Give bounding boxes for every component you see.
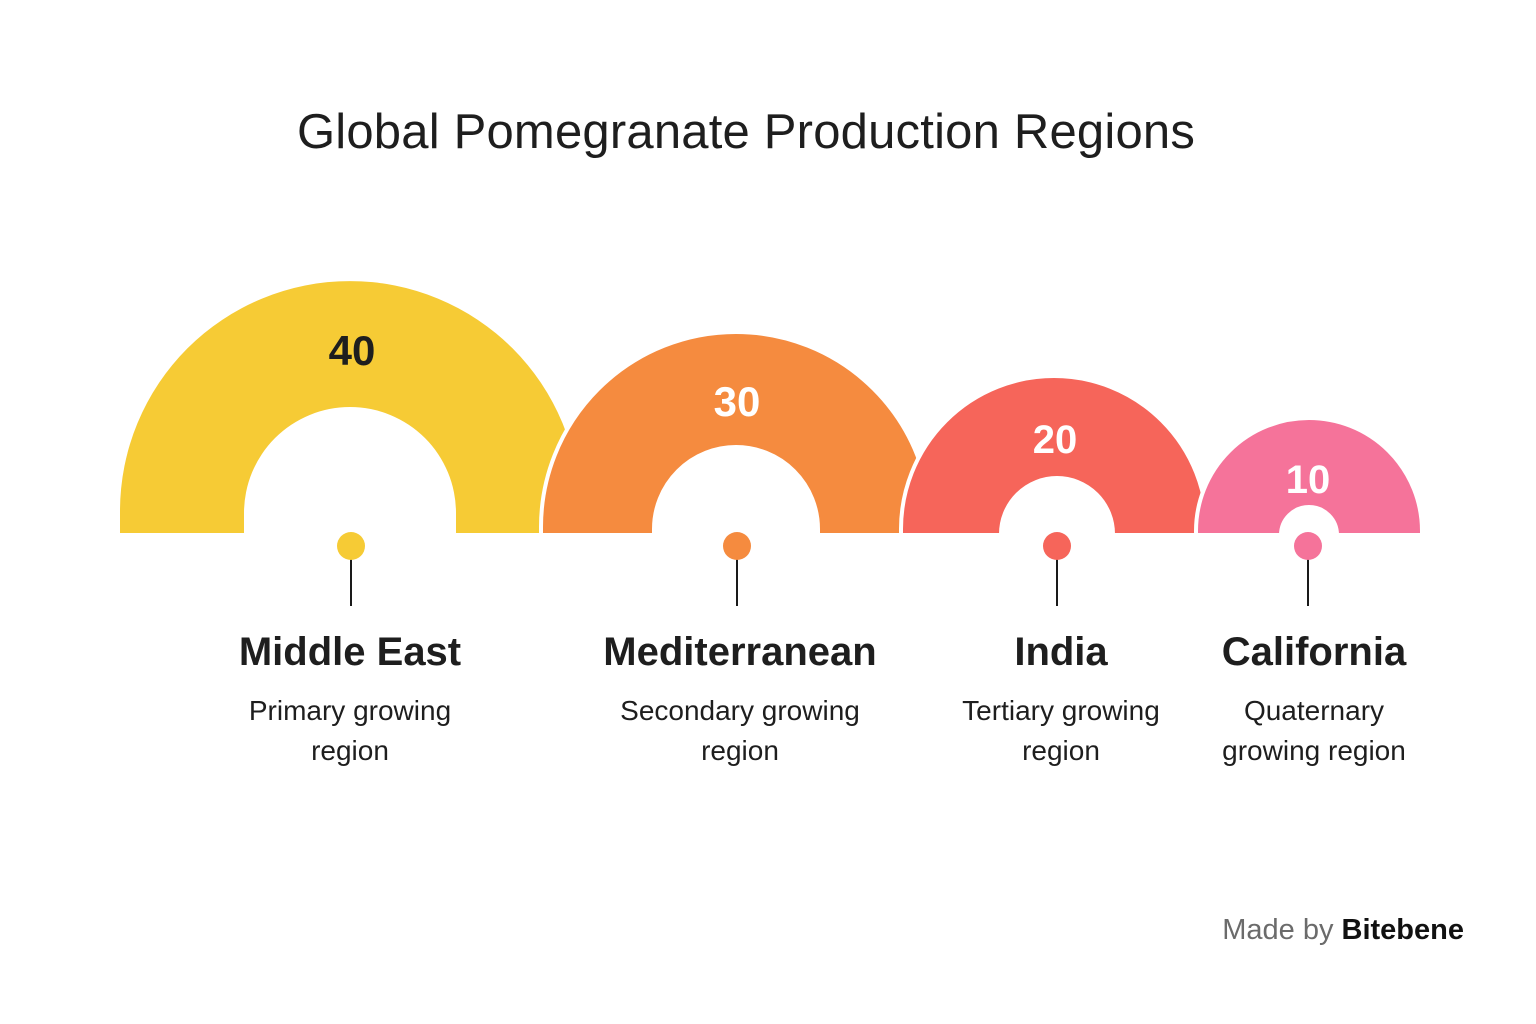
pin-california xyxy=(1294,532,1322,606)
pin-dot-icon xyxy=(1294,532,1322,560)
credit-prefix: Made by xyxy=(1222,914,1334,946)
arch-shape xyxy=(899,374,1209,537)
description-line: region xyxy=(311,735,389,766)
region-name: India xyxy=(1014,630,1108,674)
region-description: Quaternary growing region xyxy=(1196,691,1432,771)
arch-shape xyxy=(120,281,580,533)
region-name: Middle East xyxy=(238,630,462,674)
region-description: Tertiary growing region xyxy=(936,691,1186,771)
pin-middle-east xyxy=(337,532,365,606)
pin-dot-icon xyxy=(723,532,751,560)
value-middle-east: 40 xyxy=(329,327,376,374)
arch-shape xyxy=(1194,416,1424,537)
value-india: 20 xyxy=(1033,418,1078,462)
credit: Made by Bitebene xyxy=(1222,914,1464,947)
description-line: Secondary growing xyxy=(620,695,860,726)
arch-shape xyxy=(539,330,933,537)
arch-india xyxy=(899,374,1209,537)
value-california: 10 xyxy=(1286,458,1331,502)
arch-middle-east xyxy=(120,281,580,533)
label-california: California Quaternary growing region xyxy=(1196,630,1432,771)
description-line: region xyxy=(701,735,779,766)
label-mediterranean: Mediterranean Secondary growing region xyxy=(580,630,900,771)
region-name: Mediterranean xyxy=(603,630,877,674)
description-line: Tertiary growing xyxy=(962,695,1160,726)
baseline-mask xyxy=(100,534,1440,540)
value-mediterranean: 30 xyxy=(714,378,761,425)
region-name: California xyxy=(1221,630,1407,674)
label-india: India Tertiary growing region xyxy=(936,630,1186,771)
arch-mediterranean xyxy=(539,330,933,537)
chart-title: Global Pomegranate Production Regions xyxy=(296,105,1196,159)
pin-dot-icon xyxy=(1043,532,1071,560)
region-description: Secondary growing region xyxy=(580,691,900,771)
description-line: growing region xyxy=(1222,735,1406,766)
region-description: Primary growing region xyxy=(200,691,500,771)
label-middle-east: Middle East Primary growing region xyxy=(200,630,500,771)
pin-india xyxy=(1043,532,1071,606)
credit-brand: Bitebene xyxy=(1341,914,1464,946)
description-line: Primary growing xyxy=(248,695,452,726)
arch-california xyxy=(1194,416,1424,537)
pin-mediterranean xyxy=(723,532,751,606)
description-line: region xyxy=(1022,735,1100,766)
description-line: Quaternary xyxy=(1243,695,1385,726)
pin-dot-icon xyxy=(337,532,365,560)
